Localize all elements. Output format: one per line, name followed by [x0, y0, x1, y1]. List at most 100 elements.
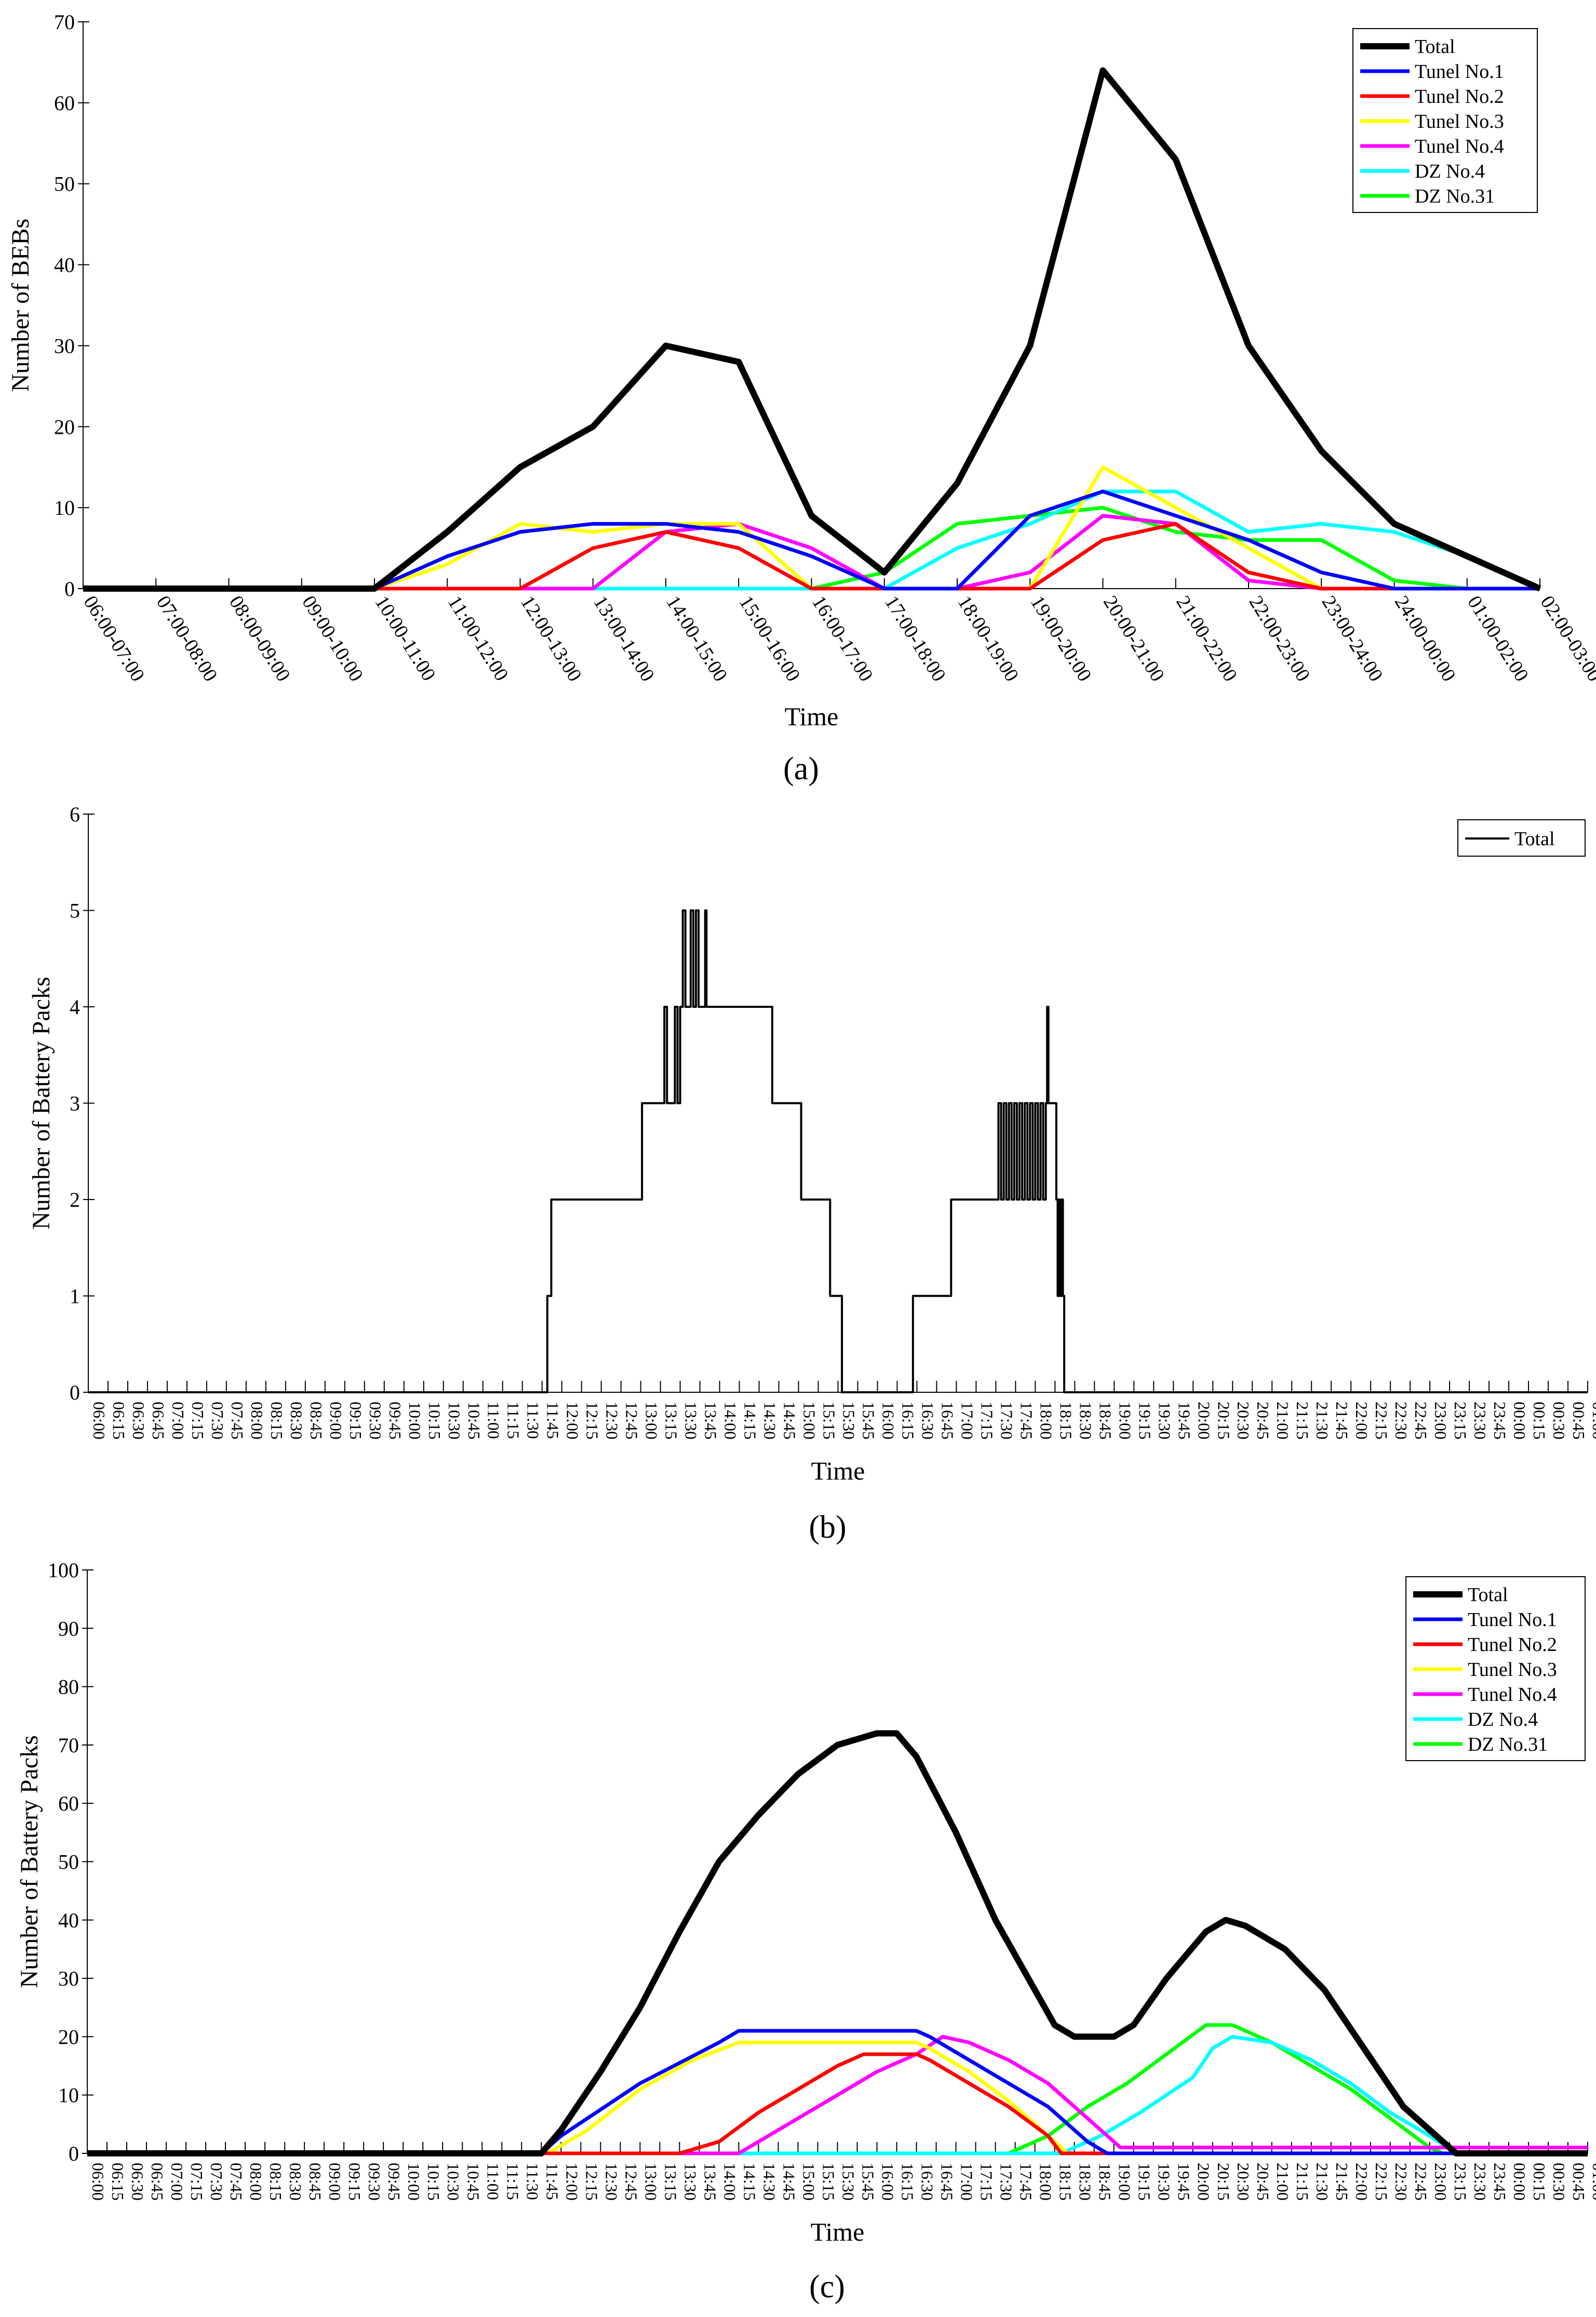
chart-c-x-tick-label: 06:15: [109, 2163, 127, 2201]
chart-b-x-tick-label: 21:00: [1273, 1402, 1292, 1440]
chart-c-x-tick-label: 19:00: [1116, 2163, 1134, 2201]
chart-b-x-tick-label: 13:30: [682, 1402, 701, 1440]
chart-b-x-tick-label: 14:45: [781, 1402, 799, 1440]
chart-b-y-tick-label: 6: [70, 803, 80, 826]
chart-b-x-tick-label: 22:45: [1412, 1402, 1430, 1440]
chart-c-x-tick-label: 08:30: [286, 2163, 305, 2201]
chart-b-x-tick-label: 07:30: [208, 1402, 227, 1440]
chart-c-y-tick-label: 50: [58, 1850, 79, 1874]
chart-b-x-tick-label: 22:15: [1372, 1402, 1391, 1440]
chart-b-x-tick-label: 20:45: [1254, 1402, 1272, 1440]
chart-a-legend-label-6: DZ No.31: [1415, 185, 1495, 207]
chart-c-x-tick-label: 19:45: [1175, 2163, 1193, 2201]
chart-c-x-tick-label: 17:15: [977, 2163, 996, 2201]
chart-a-legend-label-0: Total: [1415, 36, 1455, 58]
chart-b-x-tick-label: 07:15: [189, 1402, 207, 1440]
chart-c-x-tick-label: 13:15: [661, 2163, 680, 2201]
chart-c-legend-label-2: Tunel No.2: [1468, 1634, 1557, 1656]
chart-c-x-axis-label: Time: [811, 2217, 865, 2246]
chart-b-x-tick-label: 09:00: [327, 1402, 345, 1440]
chart-b-x-tick-label: 16:00: [879, 1402, 897, 1440]
chart-c-x-tick-label: 14:00: [720, 2163, 739, 2201]
chart-c-legend-label-1: Tunel No.1: [1468, 1609, 1557, 1631]
chart-a-legend-label-5: DZ No.4: [1415, 161, 1485, 182]
chart-a-legend-label-4: Tunel No.4: [1415, 136, 1504, 157]
chart-b-x-tick-label: 18:30: [1076, 1402, 1095, 1440]
chart-c-y-tick-label: 0: [69, 2142, 79, 2165]
chart-c-x-tick-label: 08:45: [306, 2163, 325, 2201]
chart-b-x-tick-label: 22:30: [1392, 1402, 1411, 1440]
chart-b-x-tick-label: 15:00: [800, 1402, 819, 1440]
chart-b-x-tick-label: 19:15: [1135, 1402, 1154, 1440]
chart-b-x-tick-label: 08:15: [267, 1402, 286, 1440]
chart-b-group: 0 1 2 3 4 5 6 Number of Battery Packs Time (b) 06:…: [28, 803, 1596, 1545]
chart-b-x-tick-label: 23:45: [1491, 1402, 1509, 1440]
chart-c-x-tick-label: 06:30: [128, 2163, 147, 2201]
chart-a-x-axis-label: Time: [785, 702, 839, 731]
chart-c-x-tick-label: 18:15: [1056, 2163, 1075, 2201]
chart-b-x-tick-label: 23:30: [1471, 1402, 1490, 1440]
chart-c-x-tick-label: 09:45: [385, 2163, 404, 2201]
chart-c-x-tick-label: 20:15: [1214, 2163, 1233, 2201]
chart-b-x-tick-label: 11:30: [524, 1402, 543, 1439]
chart-c-series-5: [87, 2034, 1588, 2155]
chart-b-y-tick-label: 0: [70, 1381, 80, 1404]
chart-b-x-tick-label: 06:15: [110, 1402, 128, 1440]
chart-b-x-tick-label: 21:45: [1333, 1402, 1351, 1440]
chart-b-x-tick-label: 08:30: [287, 1402, 306, 1440]
chart-a-y-tick-label: 20: [54, 415, 75, 438]
chart-c-x-tick-label: 19:30: [1155, 2163, 1174, 2201]
chart-b-x-tick-label: 20:15: [1214, 1402, 1233, 1440]
chart-c-x-tick-label: 12:15: [582, 2163, 601, 2201]
chart-b-x-tick-label: 23:15: [1451, 1402, 1470, 1440]
chart-b-x-tick-label: 18:00: [1037, 1402, 1055, 1440]
chart-c-legend-label-0: Total: [1468, 1584, 1508, 1606]
chart-c-x-tick-label: 08:15: [266, 2163, 285, 2201]
chart-b-x-tick-label: 09:30: [366, 1402, 385, 1440]
chart-c-series-4: [87, 2034, 1588, 2155]
chart-a-y-tick-label: 40: [54, 254, 75, 277]
chart-b-x-tick-label: 12:00: [564, 1402, 582, 1440]
chart-c-x-tick-label: 12:30: [602, 2163, 621, 2201]
chart-b-x-tick-label: 06:00: [90, 1402, 109, 1440]
chart-b-x-tick-label: 06:45: [149, 1402, 168, 1440]
chart-c-x-tick-label: 18:00: [1037, 2163, 1055, 2201]
chart-b-x-tick-label: 11:15: [504, 1402, 523, 1439]
chart-b-x-tick-label: 13:45: [702, 1402, 720, 1440]
chart-c-x-tick-label: 17:30: [997, 2163, 1016, 2201]
chart-b-x-tick-label: 17:30: [997, 1402, 1016, 1440]
chart-a-caption: (a): [783, 751, 819, 787]
chart-b-y-tick-label: 1: [70, 1285, 80, 1308]
chart-b-x-tick-label: 16:45: [938, 1402, 957, 1440]
chart-c-x-tick-label: 06:45: [148, 2163, 167, 2201]
chart-c-y-tick-label: 100: [48, 1559, 79, 1582]
chart-c-x-tick-label: 16:45: [938, 2163, 957, 2201]
chart-a-series-0: [83, 67, 1541, 592]
chart-c-legend-label-4: Tunel No.4: [1468, 1684, 1557, 1706]
chart-c-x-tick-label: 22:30: [1392, 2163, 1411, 2201]
chart-c-x-tick-label: 23:45: [1491, 2163, 1509, 2201]
chart-b-x-tick-label: 14:30: [761, 1402, 780, 1440]
chart-c-x-tick-label: 19:15: [1135, 2163, 1154, 2201]
chart-c-x-tick-label: 14:30: [760, 2163, 779, 2201]
chart-c-x-tick-label: 16:15: [898, 2163, 917, 2201]
chart-b-x-tick-label: 19:00: [1116, 1402, 1134, 1440]
chart-b-x-tick-label: 20:00: [1195, 1402, 1213, 1440]
chart-c-x-tick-label: 12:00: [562, 2163, 581, 2201]
chart-b-legend-label-0: Total: [1514, 828, 1555, 850]
chart-b-x-tick-label: 06:30: [129, 1402, 148, 1440]
chart-c-x-tick-label: 07:00: [168, 2163, 186, 2201]
chart-c-x-tick-label: 16:00: [879, 2163, 897, 2201]
chart-a-y-tick-label: 10: [54, 496, 75, 520]
chart-c-x-tick-label: 13:30: [681, 2163, 700, 2201]
chart-c-x-tick-label: 00:00: [1510, 2163, 1529, 2201]
chart-b-x-tick-label: 12:15: [583, 1402, 602, 1440]
chart-b-x-tick-label: 00:30: [1550, 1402, 1568, 1440]
chart-a-y-tick-label: 30: [54, 334, 75, 357]
chart-c-x-tick-label: 23:15: [1451, 2163, 1470, 2201]
chart-c-y-tick-label: 80: [58, 1675, 79, 1699]
chart-b-x-tick-label: 15:45: [859, 1402, 878, 1440]
chart-c-x-tick-label: 07:30: [207, 2163, 226, 2201]
chart-b-y-tick-label: 5: [70, 899, 80, 923]
